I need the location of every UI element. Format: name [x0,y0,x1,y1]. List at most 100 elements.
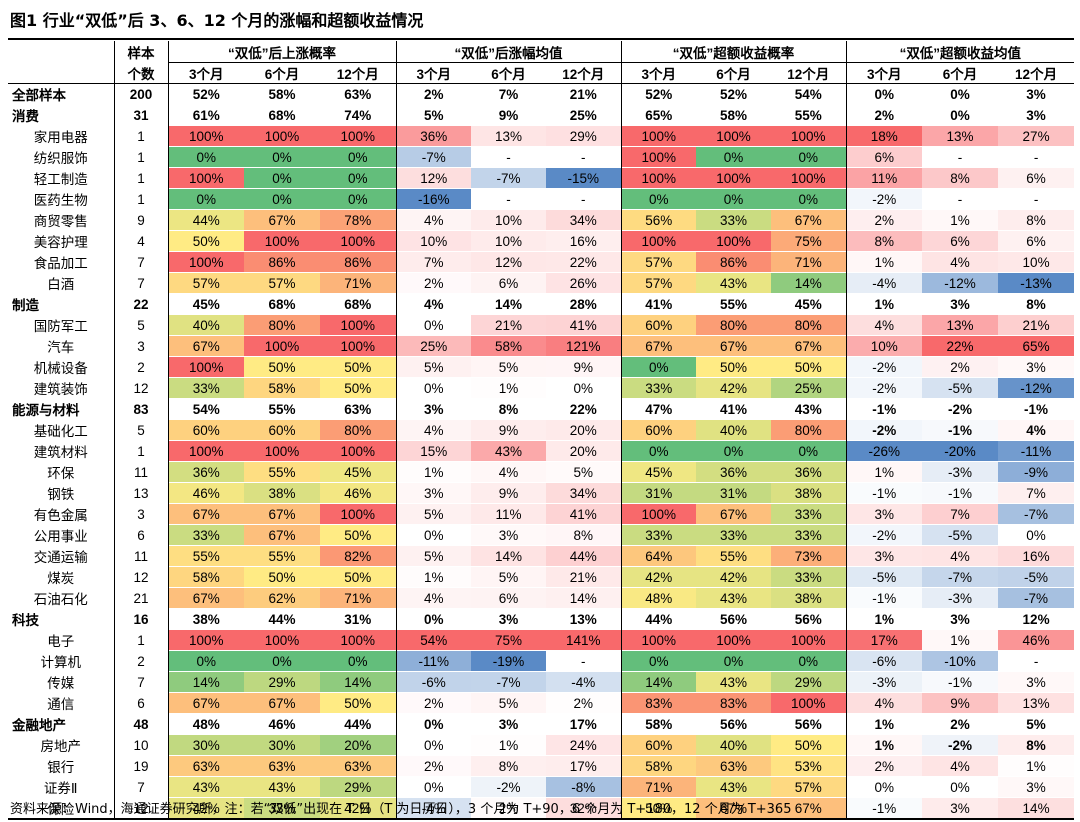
value-cell: 8% [845,230,923,252]
value-cell: 33% [620,377,697,399]
value-cell: -16% [395,188,472,210]
table-row: 白酒 7 57% 57% 71% 2% 6% 26% 57% 43% 14% -4% -12% -13% [8,272,1075,294]
value-cell: 8% [922,167,999,189]
value-cell: 6% [998,167,1075,189]
value-cell: 100% [244,125,320,147]
value-cell: 50% [320,566,397,588]
period-header: 12个月 [771,62,847,84]
period-header: 12个月 [998,62,1075,84]
value-cell: -6% [395,671,472,693]
value-cell: 80% [244,314,320,336]
value-cell: 36% [395,125,472,147]
value-cell: 21% [569,86,597,102]
value-cell: -1% [845,482,923,504]
value-cell: 45% [167,293,244,315]
value-cell: 41% [696,398,772,420]
sample-count-cell: 16 [113,608,168,630]
value-cell: 1% [395,461,472,483]
value-cell: -9% [998,461,1075,483]
value-cell: 33% [771,503,847,525]
value-cell: 20% [546,419,622,441]
value-cell: 0% [395,314,472,336]
value-cell: 0% [395,734,472,756]
value-cell: 0% [922,104,999,126]
value-cell: -2% [845,524,923,546]
value-cell: 56% [696,713,772,735]
value-cell: 40% [696,734,772,756]
value-cell: 25% [546,104,622,126]
value-cell: -1% [845,398,923,420]
industry-label: 医药生物 [8,188,114,210]
value-cell: 2% [395,755,472,777]
value-cell: -7% [471,671,547,693]
sample-count-cell: 12 [113,566,168,588]
sector-group-label: 消费 [8,104,114,126]
value-cell: 80% [320,419,397,441]
value-cell: - [471,188,547,210]
value-cell: 52% [167,83,244,105]
value-cell: 6% [998,230,1075,252]
value-cell: 1% [845,713,923,735]
value-cell: 100% [696,230,772,252]
value-cell: 8% [998,209,1075,231]
value-cell: 100% [696,629,772,651]
value-cell: 17% [845,629,923,651]
sample-count-cell: 11 [113,545,168,567]
value-cell: 1% [845,293,923,315]
value-cell: 42% [696,566,772,588]
value-cell: 13% [998,692,1075,714]
value-cell: 57% [244,272,320,294]
sample-count-cell: 200 [113,83,168,105]
value-cell: 0% [696,146,772,168]
value-cell: 0% [771,650,847,672]
value-cell: -26% [845,440,923,462]
value-cell: 11% [471,503,547,525]
value-cell: 4% [922,545,999,567]
value-cell: 33% [167,524,244,546]
value-cell: 1% [471,377,547,399]
value-cell: 7% [498,86,519,102]
value-cell: 31% [620,482,697,504]
value-cell: - [546,188,622,210]
table-row: 制造 22 45% 68% 68% 4% 14% 28% 41% 55% 45% 1% 3% 8% [8,293,1075,315]
value-cell: 46% [320,482,397,504]
sample-count-cell: 3 [113,335,168,357]
value-cell: 50% [320,377,397,399]
sample-count-cell: 13 [113,482,168,504]
value-cell: -2% [845,377,923,399]
value-cell: 41% [620,293,697,315]
industry-label: 建筑装饰 [8,377,114,399]
industry-label: 基础化工 [8,419,114,441]
value-cell: 71% [620,776,697,798]
sample-count-cell: 3 [113,503,168,525]
value-cell: 67% [620,335,697,357]
period-header: 6个月 [922,62,999,84]
value-cell: 7% [998,482,1075,504]
value-cell: 5% [471,356,547,378]
value-cell: 29% [771,671,847,693]
value-cell: -7% [395,146,472,168]
value-cell: 16% [546,230,622,252]
value-cell: 8% [471,398,547,420]
value-cell: 36% [167,461,244,483]
value-cell: 65% [620,104,697,126]
value-cell: 15% [395,440,472,462]
sample-count-cell: 6 [113,524,168,546]
value-cell: 43% [471,440,547,462]
value-cell: 22% [546,398,622,420]
value-cell: 54% [794,86,822,102]
value-cell: 2% [395,272,472,294]
value-cell: -1% [845,797,923,820]
value-cell: 1% [845,608,923,630]
value-cell: 9% [471,104,547,126]
value-cell: -10% [922,650,999,672]
value-cell: 41% [546,503,622,525]
value-cell: 55% [244,461,320,483]
value-cell: - [471,146,547,168]
table-row: 国防军工 5 40% 80% 100% 0% 21% 41% 60% 80% 80% 4% 13% 21% [8,314,1075,336]
value-cell: 11% [845,167,923,189]
value-cell: 64% [620,545,697,567]
industry-label: 房地产 [8,734,114,756]
industry-label: 纺织服饰 [8,146,114,168]
industry-label: 电子 [8,629,114,651]
